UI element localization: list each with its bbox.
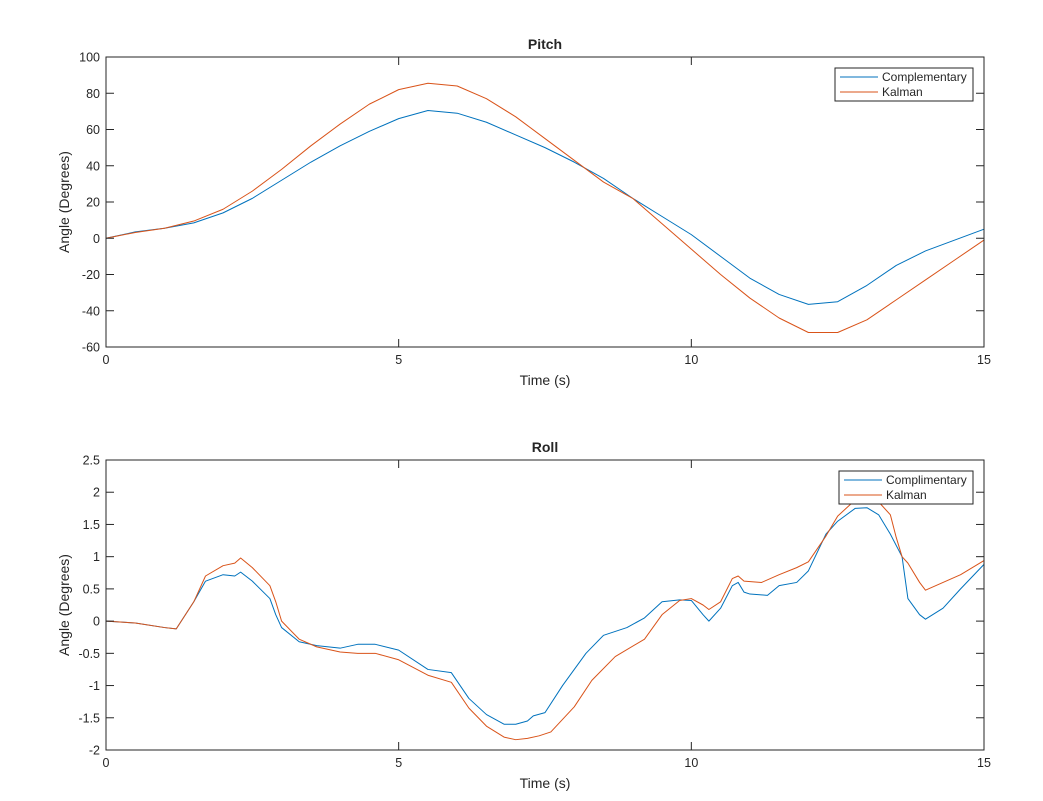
- pitch-y-tick-label: 20: [86, 196, 100, 210]
- pitch-y-tick-label: -20: [82, 268, 100, 282]
- pitch-x-tick-label: 10: [684, 353, 698, 367]
- roll-x-tick-label: 5: [395, 756, 402, 770]
- roll-y-tick-label: 0.5: [83, 582, 100, 596]
- pitch-series-line-kalman: [105, 82, 985, 333]
- pitch-y-tick-label: -60: [82, 341, 100, 355]
- pitch-ticks: 0 5 10 15 -60 -40 -20 0 20 40 60 80 100: [79, 51, 991, 368]
- roll-plot-area: [106, 460, 984, 750]
- roll-title: Roll: [532, 439, 558, 455]
- roll-y-tick-label: 1.5: [83, 518, 100, 532]
- pitch-ylabel: Angle (Degrees): [56, 151, 72, 253]
- roll-y-tick-label: 0: [93, 615, 100, 629]
- roll-y-tick-label: -1.5: [78, 711, 100, 725]
- roll-legend-label-complimentary: Complimentary: [886, 473, 967, 487]
- pitch-y-tick-label: 60: [86, 123, 100, 137]
- roll-y-tick-label: -1: [89, 679, 100, 693]
- roll-axes: 0 5 10 15 -2 -1.5 -1 -0.5 0 0.5 1 1.5 2 2.5 Roll Time…: [56, 439, 991, 791]
- roll-x-tick-label: 10: [684, 756, 698, 770]
- pitch-legend-label-complementary: Complementary: [882, 70, 967, 84]
- pitch-y-tick-label: 100: [79, 51, 100, 65]
- roll-ylabel: Angle (Degrees): [56, 554, 72, 656]
- roll-legend-box: [838, 470, 974, 505]
- pitch-x-tick-label: 0: [103, 353, 110, 367]
- pitch-y-tick-label: -40: [82, 304, 100, 318]
- roll-legend-label-kalman: Kalman: [886, 488, 927, 502]
- pitch-title: Pitch: [528, 36, 562, 52]
- roll-legend: Complimentary Kalman: [838, 470, 974, 505]
- pitch-x-tick-label: 15: [977, 353, 991, 367]
- pitch-y-tick-label: 0: [93, 232, 100, 246]
- pitch-y-tick-label: 40: [86, 159, 100, 173]
- pitch-legend-label-kalman: Kalman: [882, 85, 923, 99]
- roll-series-line-complimentary: [105, 507, 985, 725]
- pitch-legend-box: [834, 67, 974, 102]
- pitch-axes: 0 5 10 15 -60 -40 -20 0 20 40 60 80 100 Pitch Time (…: [56, 36, 991, 388]
- roll-y-tick-label: -2: [89, 744, 100, 758]
- roll-xlabel: Time (s): [520, 775, 571, 791]
- pitch-plot-area: [106, 57, 984, 347]
- pitch-y-tick-label: 80: [86, 87, 100, 101]
- roll-y-tick-label: 2: [93, 486, 100, 500]
- roll-y-tick-label: 2.5: [83, 454, 100, 468]
- roll-y-tick-label: 1: [93, 550, 100, 564]
- pitch-legend: Complementary Kalman: [834, 67, 974, 102]
- pitch-x-tick-label: 5: [395, 353, 402, 367]
- roll-x-tick-label: 15: [977, 756, 991, 770]
- pitch-lines: [105, 82, 985, 333]
- pitch-axes-box: [105, 56, 985, 348]
- pitch-series-line-complementary: [105, 109, 985, 305]
- roll-y-tick-label: -0.5: [78, 647, 100, 661]
- pitch-xlabel: Time (s): [520, 372, 571, 388]
- roll-x-tick-label: 0: [103, 756, 110, 770]
- roll-axes-box: [105, 459, 985, 751]
